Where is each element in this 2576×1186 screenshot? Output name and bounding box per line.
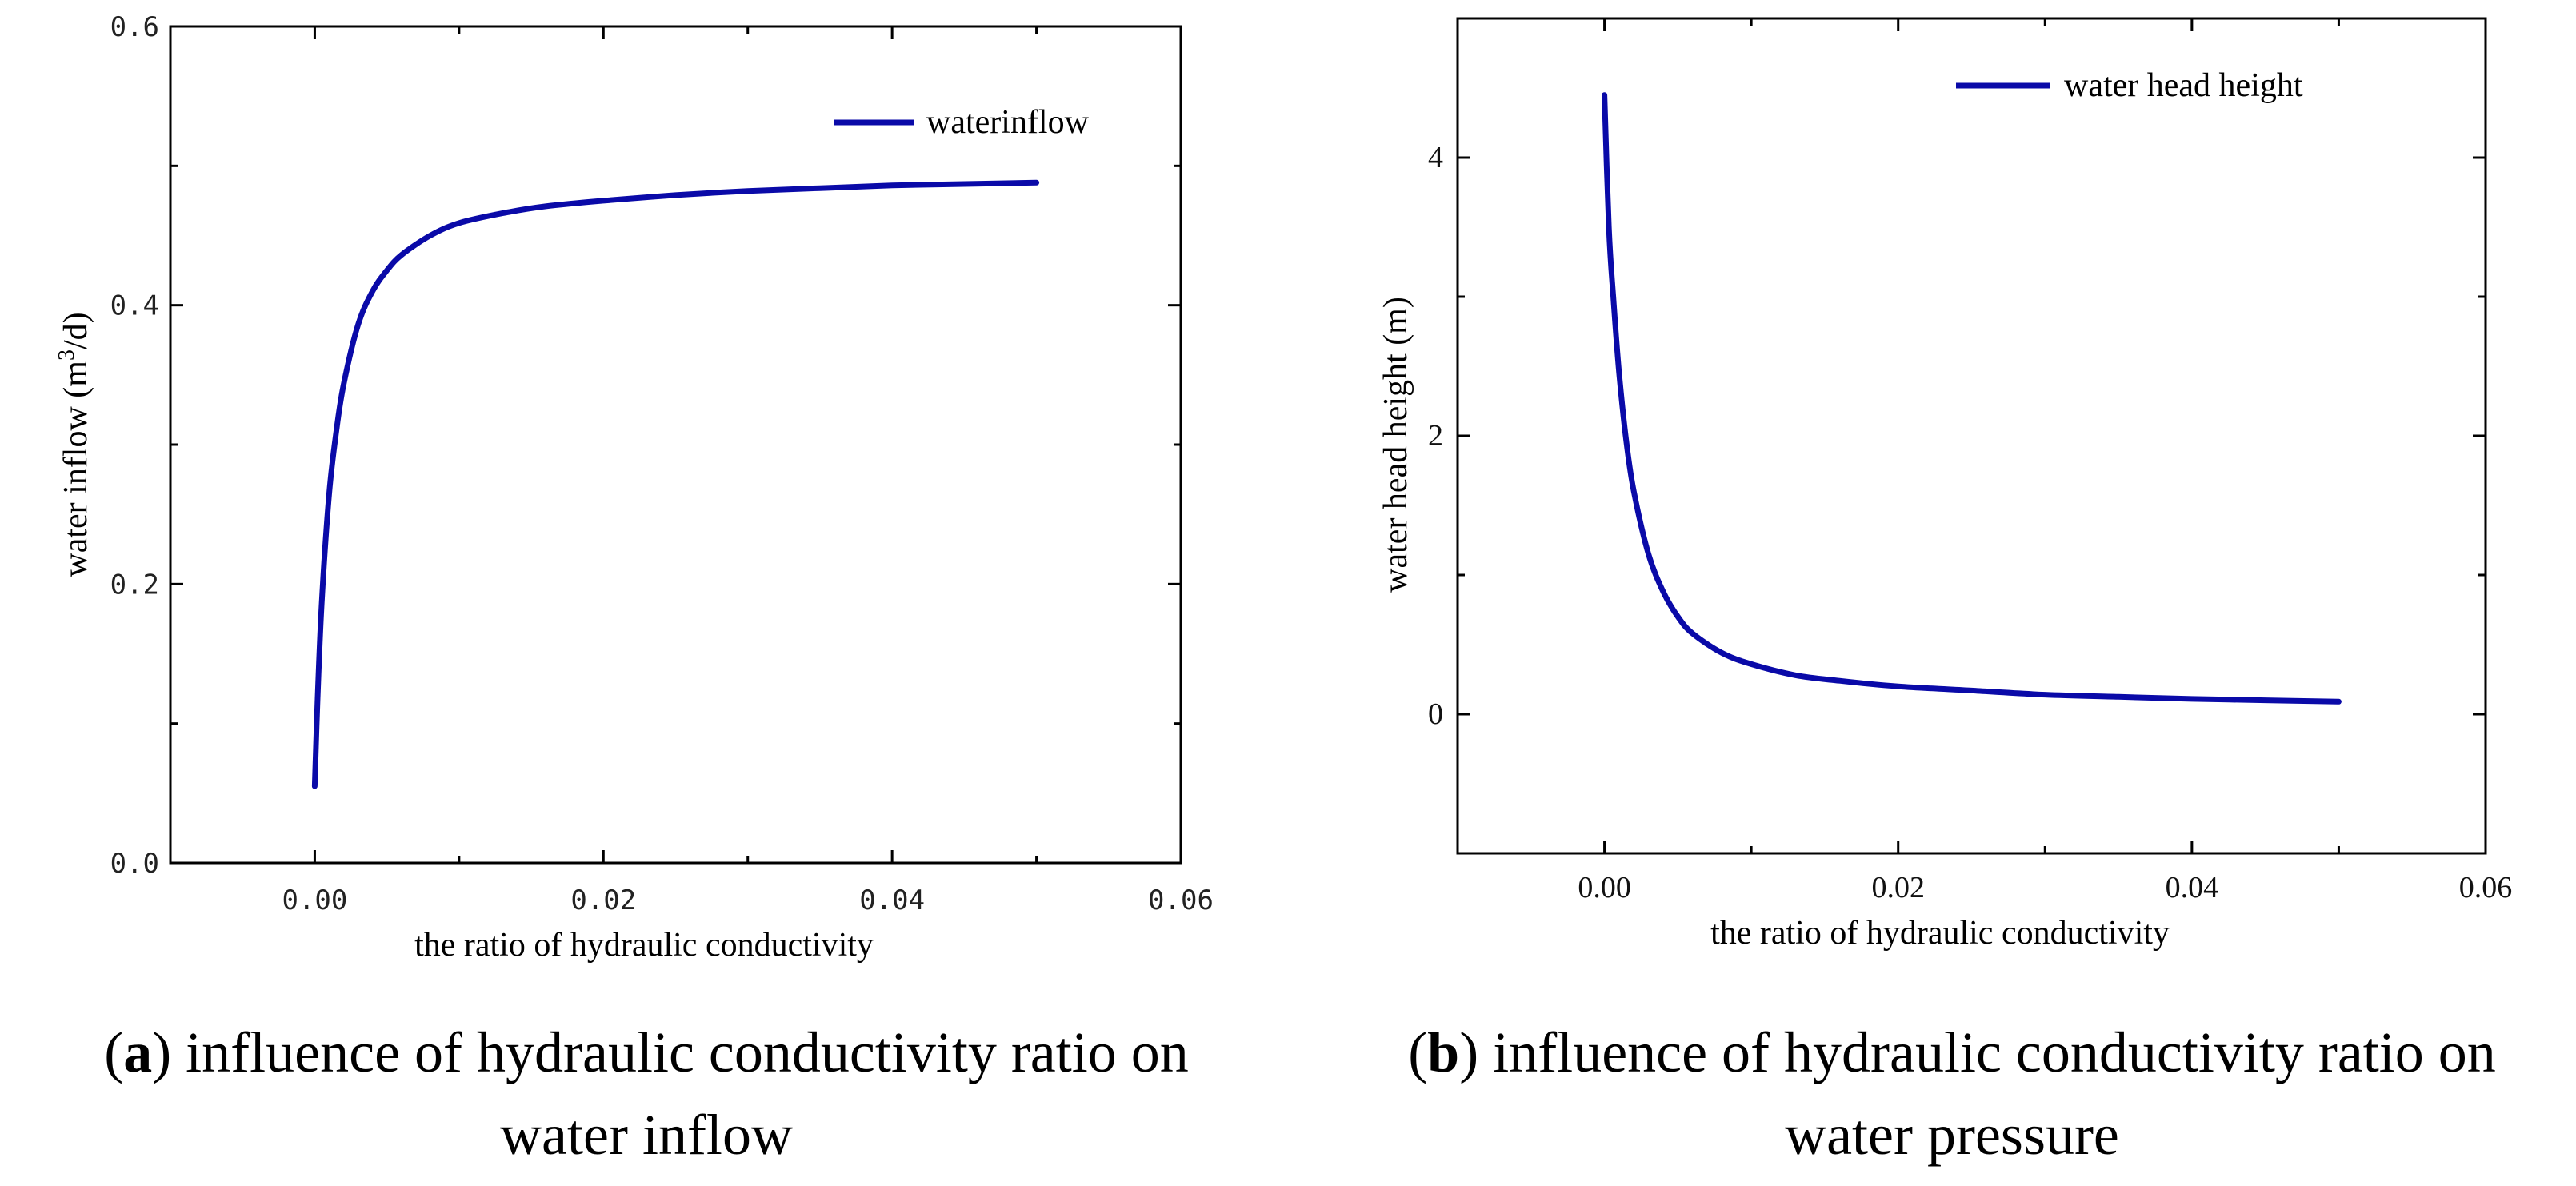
tick-group: 0.00 0.02 0.04 0.06 0.0 0.2 0.4 0.6 — [110, 11, 1214, 916]
legend-label: waterinflow — [926, 104, 1090, 141]
plot-frame — [169, 25, 1182, 865]
y-axis-title-part: water inflow (m — [58, 361, 94, 577]
caption-b-line2: water pressure — [1785, 1103, 2119, 1167]
series-line-waterinflow — [311, 179, 1040, 789]
caption-b-text: influence of hydraulic conductivity rati… — [1493, 1020, 2496, 1084]
x-tick-label: 0.00 — [282, 885, 347, 916]
caption-a: (a) influence of hydraulic conductivity … — [104, 1020, 1189, 1167]
chart-water-head-height: 0.00 0.02 0.04 0.06 0 2 4 water head height th… — [1378, 17, 2512, 952]
legend: water head height — [1956, 67, 2303, 104]
x-tick-label: 0.04 — [2166, 871, 2219, 904]
x-tick-label: 0.02 — [1871, 871, 1925, 904]
x-tick-label: 0.00 — [1578, 871, 1631, 904]
x-axis-title: the ratio of hydraulic conductivity — [414, 927, 874, 964]
y-tick-label: 0.6 — [110, 11, 159, 43]
y-tick-label: 0.0 — [110, 848, 159, 880]
x-tick-label: 0.04 — [859, 885, 925, 916]
caption-b-letter: b — [1427, 1020, 1459, 1084]
caption-b: (b) influence of hydraulic conductivity … — [1408, 1020, 2496, 1167]
plot-frame — [1456, 17, 2487, 855]
x-tick-label: 0.02 — [570, 885, 636, 916]
legend-label: water head height — [2064, 67, 2303, 104]
x-tick-label: 0.06 — [2459, 871, 2513, 904]
y-tick-label: 0.2 — [110, 569, 159, 601]
caption-a-text: influence of hydraulic conductivity rati… — [186, 1020, 1189, 1084]
y-axis-title: water inflow (m3/d) — [54, 312, 94, 577]
y-axis-title-part: /d) — [58, 312, 94, 349]
y-axis-title: water head height (m) — [1378, 297, 1414, 593]
y-tick-label: 2 — [1428, 419, 1443, 453]
caption-b-line1: (b) influence of hydraulic conductivity … — [1408, 1020, 2496, 1084]
y-tick-label: 4 — [1428, 141, 1443, 174]
y-tick-label: 0 — [1428, 697, 1443, 731]
legend: waterinflow — [834, 104, 1090, 141]
y-tick-label: 0.4 — [110, 290, 159, 322]
caption-a-letter: a — [123, 1020, 152, 1084]
tick-group: 0.00 0.02 0.04 0.06 0 2 4 — [1428, 18, 2512, 904]
x-axis-title: the ratio of hydraulic conductivity — [1710, 915, 2170, 952]
caption-a-line2: water inflow — [500, 1103, 793, 1167]
chart-water-inflow: 0.00 0.02 0.04 0.06 0.0 0.2 0.4 0.6 waterinflow… — [54, 11, 1214, 964]
x-tick-label: 0.06 — [1148, 885, 1214, 916]
y-axis-title-superscript: 3 — [54, 349, 79, 361]
series-line-water-head-height — [1602, 92, 2342, 705]
caption-a-line1: (a) influence of hydraulic conductivity … — [104, 1020, 1189, 1084]
